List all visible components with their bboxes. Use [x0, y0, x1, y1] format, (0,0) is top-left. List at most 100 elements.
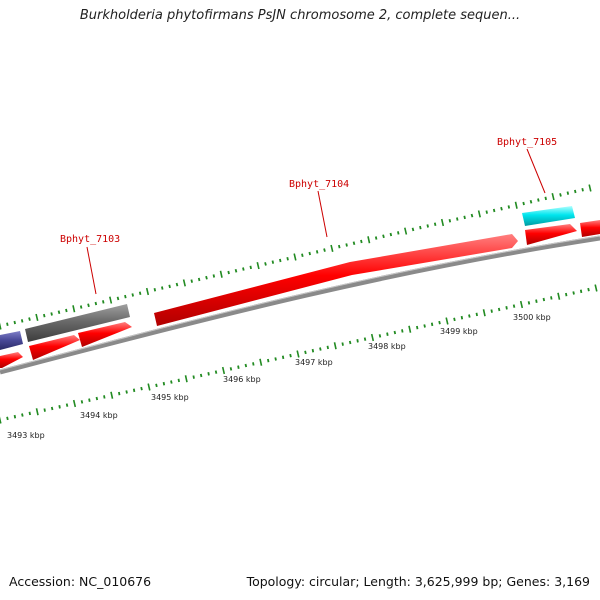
outer-tick-ring: [0, 184, 592, 330]
accession-info: Accession: NC_010676: [9, 574, 151, 589]
outer-tick: [161, 286, 164, 290]
outer-tick: [566, 191, 570, 195]
inner-tick: [237, 365, 240, 369]
outer-tick: [470, 213, 474, 218]
inner-tick: [118, 391, 121, 396]
length-label: Length:: [363, 574, 411, 589]
outer-tick: [352, 241, 356, 246]
scale-label: 3493 kbp: [7, 431, 45, 440]
outer-tick: [507, 205, 511, 209]
outer-tick: [153, 288, 157, 292]
outer-tick: [182, 279, 186, 287]
outer-tick: [419, 225, 422, 230]
inner-tick: [304, 350, 307, 355]
inner-tick: [587, 287, 590, 292]
outer-tick: [440, 218, 445, 227]
backbone: [0, 235, 600, 375]
outer-tick: [551, 193, 555, 201]
outer-tick: [242, 267, 245, 271]
inner-tick: [65, 403, 69, 407]
callout-line-7104: [317, 190, 328, 238]
inner-tick: [572, 291, 575, 295]
inner-tick: [363, 337, 367, 341]
callout-line-7105: [526, 148, 546, 194]
inner-tick: [110, 391, 114, 399]
outer-tick: [315, 250, 319, 254]
inner-tick: [221, 366, 226, 375]
outer-tick: [323, 248, 326, 252]
inner-tick: [289, 353, 292, 358]
inner-tick: [482, 309, 486, 317]
outer-tick: [397, 231, 400, 235]
inner-tick: [80, 400, 84, 404]
inner-tick-ring: [0, 284, 598, 424]
label-bphyt-7103[interactable]: Bphyt_7103: [60, 234, 120, 245]
gene-bphyt-7105[interactable]: [522, 206, 575, 226]
inner-tick: [170, 380, 173, 384]
outer-tick: [301, 253, 304, 257]
genes-label: Genes:: [506, 574, 551, 589]
gene-purple-partial[interactable]: [0, 331, 23, 350]
inner-tick: [378, 334, 382, 338]
gene-red-right-2[interactable]: [580, 220, 600, 237]
outer-tick: [345, 243, 348, 247]
outer-tick: [529, 199, 533, 204]
outer-tick: [168, 284, 171, 289]
inner-tick: [311, 348, 315, 353]
outer-tick: [65, 308, 68, 313]
inner-tick: [438, 320, 441, 325]
gene-red-left-3[interactable]: [78, 322, 132, 347]
scale-label: 3498 kbp: [368, 342, 406, 351]
inner-tick: [58, 405, 61, 409]
inner-tick: [326, 345, 329, 350]
inner-tick: [594, 284, 598, 292]
inner-tick: [468, 314, 471, 318]
gene-red-left-1[interactable]: [0, 352, 23, 368]
inner-tick: [244, 363, 248, 368]
gene-bphyt-7103[interactable]: [25, 304, 130, 342]
inner-tick: [386, 332, 389, 336]
inner-tick: [103, 395, 106, 399]
inner-tick: [155, 383, 158, 388]
inner-tick: [557, 292, 561, 300]
outer-tick: [234, 268, 238, 273]
outer-tick: [485, 210, 488, 214]
outer-tick: [13, 320, 16, 325]
outer-tick: [28, 317, 31, 321]
inner-tick: [341, 342, 344, 346]
outer-tick: [456, 217, 459, 221]
outer-tick: [175, 282, 179, 287]
inner-tick: [125, 390, 128, 394]
inner-tick: [192, 375, 195, 379]
inner-tick: [535, 299, 538, 303]
gene-red-right-1[interactable]: [525, 224, 577, 245]
outer-tick: [330, 244, 334, 252]
outer-tick: [131, 293, 134, 297]
label-bphyt-7104[interactable]: Bphyt_7104: [289, 179, 349, 190]
outer-tick: [102, 300, 105, 304]
inner-tick: [512, 304, 516, 308]
inner-tick: [274, 357, 277, 361]
scale-label: 3500 kbp: [513, 313, 551, 322]
inner-tick: [497, 307, 501, 312]
outer-tick: [411, 227, 415, 232]
label-bphyt-7105[interactable]: Bphyt_7105: [497, 137, 557, 148]
outer-tick: [124, 294, 127, 299]
inner-tick: [319, 347, 322, 351]
inner-tick: [162, 381, 166, 386]
inner-tick: [259, 358, 263, 366]
inner-tick: [177, 378, 180, 383]
outer-tick: [197, 277, 201, 282]
inner-tick: [348, 340, 352, 345]
outer-tick: [116, 296, 120, 301]
scale-labels: 3493 kbp 3494 kbp 3495 kbp 3496 kbp 3497…: [7, 313, 551, 440]
outer-tick: [338, 244, 341, 249]
inner-tick: [296, 350, 300, 358]
inner-tick: [550, 296, 553, 300]
gene-bphyt-7104[interactable]: [154, 234, 518, 326]
inner-tick: [490, 309, 493, 313]
outer-tick: [264, 262, 267, 266]
outer-tick: [581, 188, 584, 192]
gene-red-left-2[interactable]: [29, 335, 80, 360]
inner-tick: [408, 325, 412, 333]
